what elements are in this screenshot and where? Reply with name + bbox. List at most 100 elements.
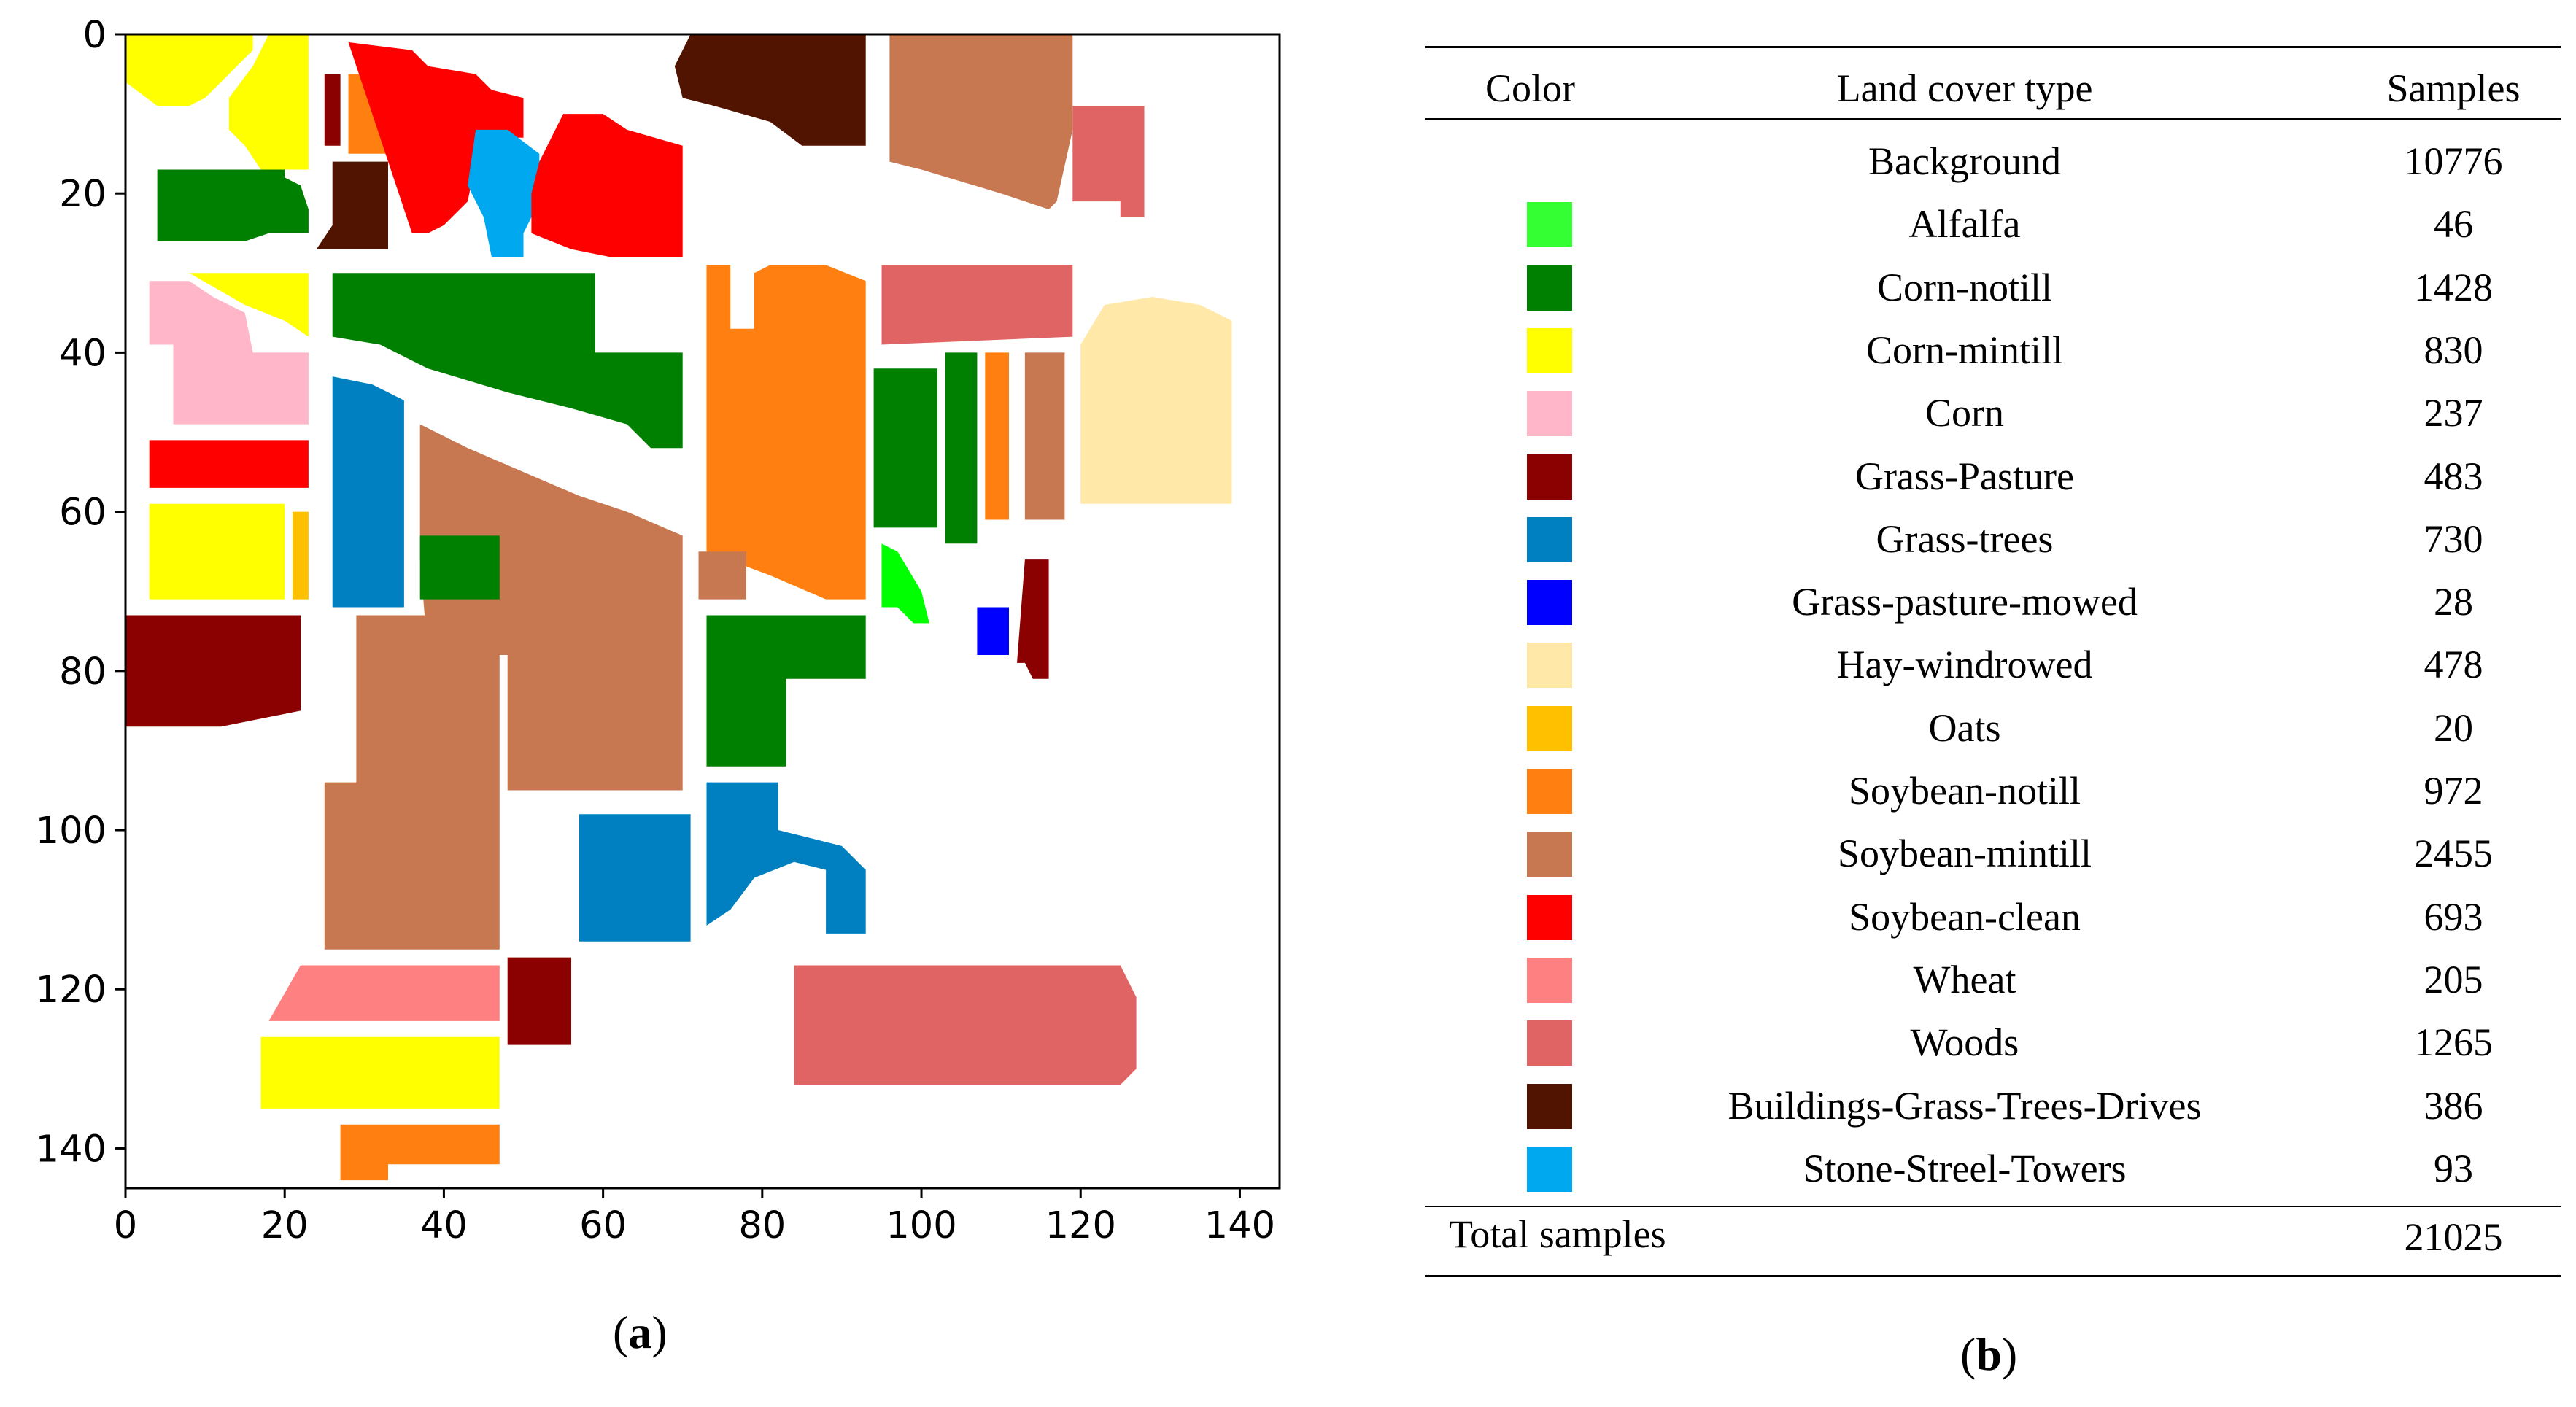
color-swatch bbox=[1527, 580, 1572, 626]
header-color: Color bbox=[1485, 66, 1576, 110]
total-value: 21025 bbox=[2404, 1215, 2503, 1259]
land-cover-name: Grass-pasture-mowed bbox=[1792, 580, 2138, 624]
x-tick-label: 60 bbox=[579, 1204, 627, 1247]
color-swatch bbox=[1527, 1146, 1572, 1192]
y-tick-label: 140 bbox=[36, 1128, 107, 1171]
color-swatch bbox=[1527, 454, 1572, 500]
color-swatch bbox=[1527, 643, 1572, 689]
region-grass-trees bbox=[332, 376, 404, 608]
y-tick-label: 120 bbox=[36, 969, 107, 1012]
color-swatch bbox=[1527, 516, 1572, 562]
x-tick-label: 140 bbox=[1204, 1204, 1275, 1247]
y-tick-label: 100 bbox=[36, 810, 107, 853]
sample-count: 205 bbox=[2424, 957, 2483, 1001]
region-corn-mintill bbox=[189, 273, 309, 337]
land-cover-name: Oats bbox=[1928, 705, 2001, 750]
land-cover-name: Grass-trees bbox=[1876, 516, 2054, 561]
sample-count: 93 bbox=[2434, 1146, 2473, 1190]
header-samples: Samples bbox=[2386, 66, 2521, 110]
table-row: Grass-pasture-mowed 28 bbox=[1425, 572, 2561, 635]
region-grass-pasture bbox=[1017, 559, 1049, 679]
region-corn-mintill bbox=[260, 1036, 500, 1109]
top-rule bbox=[1425, 46, 2561, 48]
region-soybean-notill bbox=[340, 1124, 500, 1181]
region-hay-windrowed bbox=[1080, 297, 1232, 504]
region-grass-trees bbox=[706, 782, 866, 934]
land-cover-name: Soybean-clean bbox=[1849, 894, 2081, 939]
region-corn-notill bbox=[706, 615, 866, 767]
region-grass-pasture-mowed bbox=[977, 607, 1009, 655]
table-row: Grass-trees 730 bbox=[1425, 509, 2561, 572]
region-woods bbox=[794, 965, 1137, 1085]
region-soybean-notill bbox=[985, 352, 1009, 520]
region-corn bbox=[149, 281, 309, 425]
bottom-rule bbox=[1425, 1275, 2561, 1277]
table-row: Buildings-Grass-Trees-Drives 386 bbox=[1425, 1076, 2561, 1139]
region-stone-streel-towers bbox=[468, 129, 540, 257]
sample-count: 1265 bbox=[2414, 1020, 2493, 1065]
sample-count: 972 bbox=[2424, 769, 2483, 813]
color-swatch bbox=[1527, 202, 1572, 248]
region-corn-notill bbox=[419, 535, 500, 600]
table-row: Hay-windrowed 478 bbox=[1425, 635, 2561, 697]
caption-a: (a) bbox=[613, 1306, 668, 1358]
region-corn-notill bbox=[157, 169, 309, 241]
region-soybean-mintill bbox=[507, 615, 579, 655]
class-regions bbox=[125, 34, 1232, 1181]
table-row: Corn 237 bbox=[1425, 383, 2561, 446]
region-soybean-mintill bbox=[419, 424, 683, 791]
sample-count: 20 bbox=[2434, 705, 2473, 750]
table-row: Soybean-mintill 2455 bbox=[1425, 823, 2561, 886]
sample-count: 386 bbox=[2424, 1083, 2483, 1128]
region-grass-pasture bbox=[324, 74, 341, 146]
color-swatch bbox=[1527, 1083, 1572, 1129]
table-row: Soybean-clean 693 bbox=[1425, 887, 2561, 950]
plot-frame bbox=[124, 33, 1281, 1190]
x-tick-label: 40 bbox=[420, 1204, 468, 1247]
region-soybean-clean bbox=[348, 42, 524, 233]
sample-count: 10776 bbox=[2404, 139, 2503, 183]
y-tick-label: 60 bbox=[59, 492, 107, 535]
table-row: Background 10776 bbox=[1425, 131, 2561, 194]
y-tick-label: 20 bbox=[59, 173, 107, 216]
sample-count: 2455 bbox=[2414, 832, 2493, 876]
table-row: Woods 1265 bbox=[1425, 1012, 2561, 1075]
land-cover-name: Soybean-notill bbox=[1849, 769, 2081, 813]
total-label: Total samples bbox=[1449, 1212, 1666, 1256]
region-corn-notill bbox=[945, 352, 978, 544]
region-grass-trees bbox=[579, 814, 691, 942]
color-swatch bbox=[1527, 769, 1572, 814]
region-soybean-mintill bbox=[1024, 352, 1065, 520]
header-rule bbox=[1425, 118, 2561, 120]
color-swatch bbox=[1527, 327, 1572, 373]
table-row: Corn-notill 1428 bbox=[1425, 257, 2561, 320]
x-tick-label: 100 bbox=[886, 1204, 956, 1247]
region-woods bbox=[881, 265, 1073, 345]
table-row: Oats 20 bbox=[1425, 698, 2561, 761]
region-corn-notill bbox=[873, 368, 937, 528]
land-cover-name: Corn-notill bbox=[1877, 265, 2052, 309]
x-tick-label: 80 bbox=[738, 1204, 786, 1247]
region-soybean-notill bbox=[706, 265, 866, 600]
region-oats bbox=[293, 511, 309, 600]
land-cover-name: Woods bbox=[1910, 1020, 2019, 1065]
total-rule bbox=[1425, 1206, 2561, 1207]
color-swatch bbox=[1527, 832, 1572, 877]
color-swatch bbox=[1527, 391, 1572, 437]
land-cover-name: Grass-Pasture bbox=[1855, 454, 2074, 498]
region-wheat bbox=[268, 965, 500, 1021]
y-tick-label: 40 bbox=[59, 332, 107, 375]
land-cover-name: Buildings-Grass-Trees-Drives bbox=[1728, 1083, 2202, 1128]
caption-b: (b) bbox=[1960, 1328, 2018, 1380]
sample-count: 693 bbox=[2424, 894, 2483, 939]
axis-ticks bbox=[115, 33, 1241, 1198]
land-cover-name: Wheat bbox=[1913, 957, 2016, 1001]
land-cover-name: Hay-windrowed bbox=[1836, 643, 2093, 687]
region-woods bbox=[1072, 106, 1145, 217]
table-row: Soybean-notill 972 bbox=[1425, 761, 2561, 823]
region-corn-mintill bbox=[149, 503, 285, 600]
region-soybean-mintill bbox=[324, 615, 500, 950]
region-grass-pasture bbox=[507, 957, 571, 1045]
